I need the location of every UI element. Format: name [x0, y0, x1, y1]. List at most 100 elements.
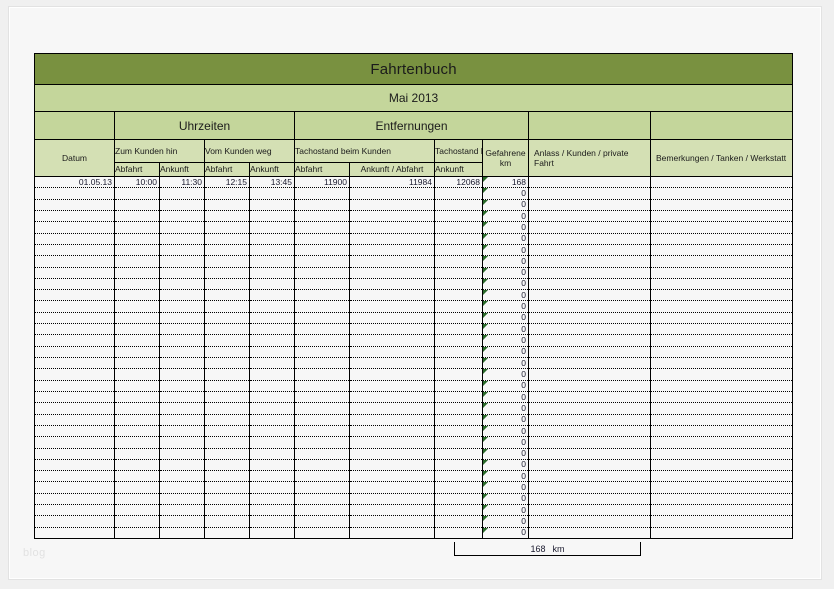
cell-notes[interactable] [649, 187, 794, 200]
cell-departure-1[interactable] [114, 526, 160, 540]
cell-arrival-2[interactable] [249, 334, 295, 347]
cell-arrival-2[interactable]: 13:45 [249, 175, 295, 189]
cell-date[interactable] [34, 424, 115, 438]
cell-arrival-1[interactable] [159, 209, 205, 223]
cell-arrival-1[interactable] [159, 504, 205, 517]
table-row[interactable]: 0 [34, 504, 794, 517]
cell-purpose[interactable] [528, 470, 651, 483]
cell-arrival-1[interactable] [159, 436, 205, 449]
cell-odo-arrival-departure[interactable] [349, 209, 435, 223]
cell-departure-2[interactable] [204, 345, 250, 359]
cell-odo-arrival-departure[interactable] [349, 402, 435, 415]
cell-departure-2[interactable] [204, 413, 250, 426]
cell-date[interactable] [34, 481, 115, 494]
cell-odo-arrival[interactable] [434, 368, 483, 381]
cell-departure-2[interactable] [204, 323, 250, 336]
cell-departure-1[interactable] [114, 255, 160, 268]
cell-departure-2[interactable] [204, 481, 250, 494]
cell-odo-arrival-departure[interactable] [349, 526, 435, 540]
table-row[interactable]: 0 [34, 243, 794, 257]
cell-date[interactable] [34, 458, 115, 472]
cell-purpose[interactable] [528, 436, 651, 449]
cell-odo-arrival[interactable] [434, 300, 483, 313]
cell-date[interactable]: 01.05.13 [34, 175, 115, 189]
cell-arrival-1[interactable] [159, 323, 205, 336]
cell-notes[interactable] [649, 289, 794, 302]
cell-odo-departure[interactable] [294, 413, 350, 426]
cell-odo-arrival[interactable] [434, 436, 483, 449]
cell-driven-km[interactable]: 0 [482, 424, 529, 438]
cell-arrival-2[interactable] [249, 458, 295, 472]
cell-departure-2[interactable] [204, 300, 250, 313]
cell-departure-2[interactable] [204, 436, 250, 449]
cell-odo-departure[interactable] [294, 390, 350, 404]
cell-arrival-2[interactable] [249, 368, 295, 381]
cell-arrival-2[interactable] [249, 526, 295, 540]
cell-departure-1[interactable] [114, 458, 160, 472]
cell-arrival-1[interactable] [159, 198, 205, 211]
cell-arrival-2[interactable] [249, 379, 295, 392]
cell-departure-1[interactable] [114, 436, 160, 449]
table-row[interactable]: 0 [34, 266, 794, 279]
cell-arrival-1[interactable] [159, 481, 205, 494]
cell-odo-departure[interactable] [294, 368, 350, 381]
cell-departure-2[interactable] [204, 470, 250, 483]
cell-date[interactable] [34, 323, 115, 336]
cell-driven-km[interactable]: 0 [482, 402, 529, 415]
table-row[interactable]: 0 [34, 368, 794, 381]
cell-departure-2[interactable] [204, 277, 250, 291]
cell-driven-km[interactable]: 0 [482, 526, 529, 540]
cell-arrival-1[interactable] [159, 243, 205, 257]
table-row[interactable]: 0 [34, 255, 794, 268]
cell-odo-arrival[interactable] [434, 504, 483, 517]
cell-departure-1[interactable] [114, 300, 160, 313]
cell-driven-km[interactable]: 0 [482, 345, 529, 359]
cell-odo-departure[interactable] [294, 356, 350, 370]
cell-odo-arrival[interactable] [434, 289, 483, 302]
cell-departure-2[interactable] [204, 447, 250, 460]
cell-arrival-1[interactable] [159, 345, 205, 359]
cell-arrival-1[interactable] [159, 232, 205, 245]
cell-driven-km[interactable]: 168 [482, 175, 529, 189]
cell-departure-2[interactable] [204, 266, 250, 279]
cell-departure-1[interactable] [114, 277, 160, 291]
cell-arrival-1[interactable] [159, 187, 205, 200]
cell-departure-1[interactable] [114, 323, 160, 336]
cell-driven-km[interactable]: 0 [482, 255, 529, 268]
cell-odo-arrival[interactable] [434, 492, 483, 506]
cell-date[interactable] [34, 232, 115, 245]
cell-departure-2[interactable] [204, 458, 250, 472]
cell-driven-km[interactable]: 0 [482, 368, 529, 381]
cell-odo-departure[interactable] [294, 243, 350, 257]
cell-arrival-1[interactable] [159, 402, 205, 415]
cell-departure-1[interactable] [114, 289, 160, 302]
cell-purpose[interactable] [528, 504, 651, 517]
cell-notes[interactable] [649, 492, 794, 506]
cell-odo-arrival-departure[interactable] [349, 334, 435, 347]
cell-arrival-2[interactable] [249, 436, 295, 449]
cell-odo-arrival[interactable] [434, 311, 483, 325]
cell-odo-arrival[interactable] [434, 187, 483, 200]
cell-departure-2[interactable] [204, 424, 250, 438]
cell-arrival-2[interactable] [249, 198, 295, 211]
cell-odo-arrival[interactable] [434, 515, 483, 528]
cell-driven-km[interactable]: 0 [482, 379, 529, 392]
cell-odo-arrival-departure[interactable] [349, 266, 435, 279]
cell-notes[interactable] [649, 458, 794, 472]
cell-driven-km[interactable]: 0 [482, 187, 529, 200]
cell-odo-arrival[interactable] [434, 221, 483, 234]
cell-notes[interactable] [649, 277, 794, 291]
cell-departure-1[interactable] [114, 187, 160, 200]
cell-driven-km[interactable]: 0 [482, 243, 529, 257]
cell-purpose[interactable] [528, 277, 651, 291]
cell-purpose[interactable] [528, 458, 651, 472]
cell-purpose[interactable] [528, 334, 651, 347]
cell-purpose[interactable] [528, 368, 651, 381]
cell-purpose[interactable] [528, 345, 651, 359]
cell-notes[interactable] [649, 232, 794, 245]
cell-departure-1[interactable] [114, 447, 160, 460]
table-row[interactable]: 0 [34, 221, 794, 234]
cell-arrival-1[interactable] [159, 334, 205, 347]
cell-arrival-2[interactable] [249, 390, 295, 404]
cell-date[interactable] [34, 436, 115, 449]
